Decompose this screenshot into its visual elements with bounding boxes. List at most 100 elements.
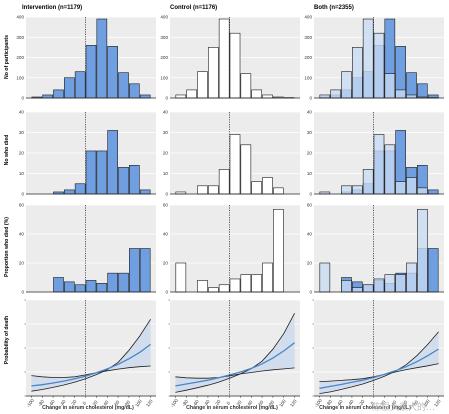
bar-r2-intervention — [107, 272, 118, 293]
x-tick-label: -80 — [181, 399, 189, 408]
bar-r0-intervention — [96, 18, 108, 99]
x-tick-label: -20 — [214, 399, 222, 408]
bar-r1-intervention — [96, 150, 108, 195]
y-tick-label: 0 — [309, 96, 312, 101]
x-tick-label: -40 — [203, 399, 211, 408]
bar-r0-control — [240, 73, 252, 99]
bar-r0-both — [319, 94, 331, 99]
bar-r0-intervention — [118, 72, 129, 99]
bar-r0-control — [175, 94, 187, 99]
x-tick-label: 120 — [433, 398, 442, 408]
bar-r0-both — [362, 18, 374, 99]
bar-r1-control — [251, 181, 262, 195]
y-tick-label: 30 — [19, 130, 25, 135]
y-tick-label: 0 — [309, 290, 312, 295]
bar-r0-intervention — [85, 45, 97, 99]
y-tick-label: 20 — [19, 151, 25, 156]
y-tick-label: 40 — [163, 232, 169, 237]
x-tick-label: -100 — [169, 398, 179, 409]
x-tick-label: 80 — [124, 399, 131, 406]
bar-r2-intervention — [53, 277, 64, 293]
bar-r2-intervention — [74, 284, 86, 293]
x-tick-label: 0 — [370, 400, 376, 405]
bar-r1-both — [395, 181, 406, 195]
x-tick-label: 100 — [134, 398, 143, 408]
x-tick-label: -100 — [313, 398, 323, 409]
bar-r0-intervention — [53, 89, 64, 99]
x-tick-label: 20 — [380, 399, 387, 406]
bar-r0-both — [406, 94, 417, 99]
y-tick-label: 400 — [304, 15, 312, 20]
y-tick-label: 10 — [163, 171, 169, 176]
y-tick-label: 300 — [160, 35, 168, 40]
bar-r2-both — [362, 284, 374, 293]
bar-r0-control — [251, 89, 262, 99]
x-axis-label-control: Change in serum cholesterol (mg/dL) — [186, 405, 278, 411]
bar-r2-both — [395, 274, 406, 293]
y-tick-label: 100 — [304, 75, 312, 80]
bar-r0-control — [218, 18, 230, 99]
bar-r2-both — [427, 248, 439, 293]
bar-r0-both — [417, 83, 428, 99]
column-title-control: Control (n=1176) — [170, 5, 217, 11]
bar-r2-control — [197, 280, 208, 293]
bar-r0-both — [384, 73, 396, 99]
y-tick-label: 20 — [163, 261, 169, 266]
bar-r0-intervention — [64, 77, 75, 99]
bar-r1-both — [417, 187, 428, 195]
bar-r0-control — [229, 32, 241, 99]
y-tick-label: 20 — [19, 261, 25, 266]
y-tick-label: 30 — [163, 130, 169, 135]
x-tick-label: 100 — [278, 398, 287, 408]
bar-r1-intervention — [129, 165, 140, 195]
bar-r2-both — [406, 262, 417, 293]
x-axis-label-both: Change in serum cholesterol (mg/dL) — [319, 405, 411, 411]
bar-r2-both — [373, 278, 385, 293]
y-tick-label: 0 — [309, 192, 312, 197]
row-label-died: No who died — [4, 135, 10, 166]
y-tick-label: 10 — [307, 171, 313, 176]
x-tick-label: 0 — [226, 400, 232, 405]
bar-r1-intervention — [64, 189, 75, 195]
bar-r1-intervention — [85, 150, 97, 195]
x-tick-label: 80 — [268, 399, 275, 406]
bar-r1-both — [362, 169, 374, 195]
x-tick-label: 60 — [113, 399, 120, 406]
bar-r0-intervention — [129, 83, 140, 99]
y-tick-label: 40 — [163, 110, 169, 115]
bar-r0-control — [197, 71, 208, 99]
x-tick-label: 40 — [391, 399, 398, 406]
x-tick-label: 60 — [257, 399, 264, 406]
upper-bound-line-r3-both — [319, 331, 439, 394]
x-tick-label: 80 — [412, 399, 419, 406]
bar-r0-control — [208, 47, 219, 99]
x-tick-label: 60 — [401, 399, 408, 406]
bar-r0-intervention — [107, 46, 118, 99]
x-tick-label: 120 — [145, 398, 154, 408]
y-tick-label: 40 — [307, 232, 313, 237]
column-title-both: Both (n=2355) — [314, 5, 354, 11]
x-tick-label: -20 — [358, 399, 366, 408]
bar-r1-control — [262, 177, 273, 195]
watermark-text: 陈很大很大的… — [372, 401, 435, 413]
x-tick-label: 40 — [247, 399, 254, 406]
bar-r2-both — [417, 209, 428, 293]
bar-r1-control — [273, 187, 284, 195]
y-tick-label: 400 — [16, 15, 24, 20]
bar-r1-control — [197, 185, 208, 195]
bar-r1-both — [384, 144, 396, 195]
y-tick-label: 0 — [21, 96, 24, 101]
bar-r1-control — [218, 169, 230, 195]
y-tick-label: 300 — [16, 35, 24, 40]
upper-bound-line-r3-control — [175, 313, 295, 393]
y-tick-label: 20 — [307, 151, 313, 156]
bar-r2-intervention — [96, 282, 108, 293]
probability-curve-r3-control — [175, 342, 295, 387]
bar-r2-both — [352, 287, 363, 293]
bar-r0-control — [262, 94, 273, 99]
y-tick-label: 0 — [165, 290, 168, 295]
y-tick-label: 0 — [165, 192, 168, 197]
column-title-intervention: Intervention (n=1179) — [22, 5, 82, 11]
x-tick-label: -60 — [48, 399, 56, 408]
